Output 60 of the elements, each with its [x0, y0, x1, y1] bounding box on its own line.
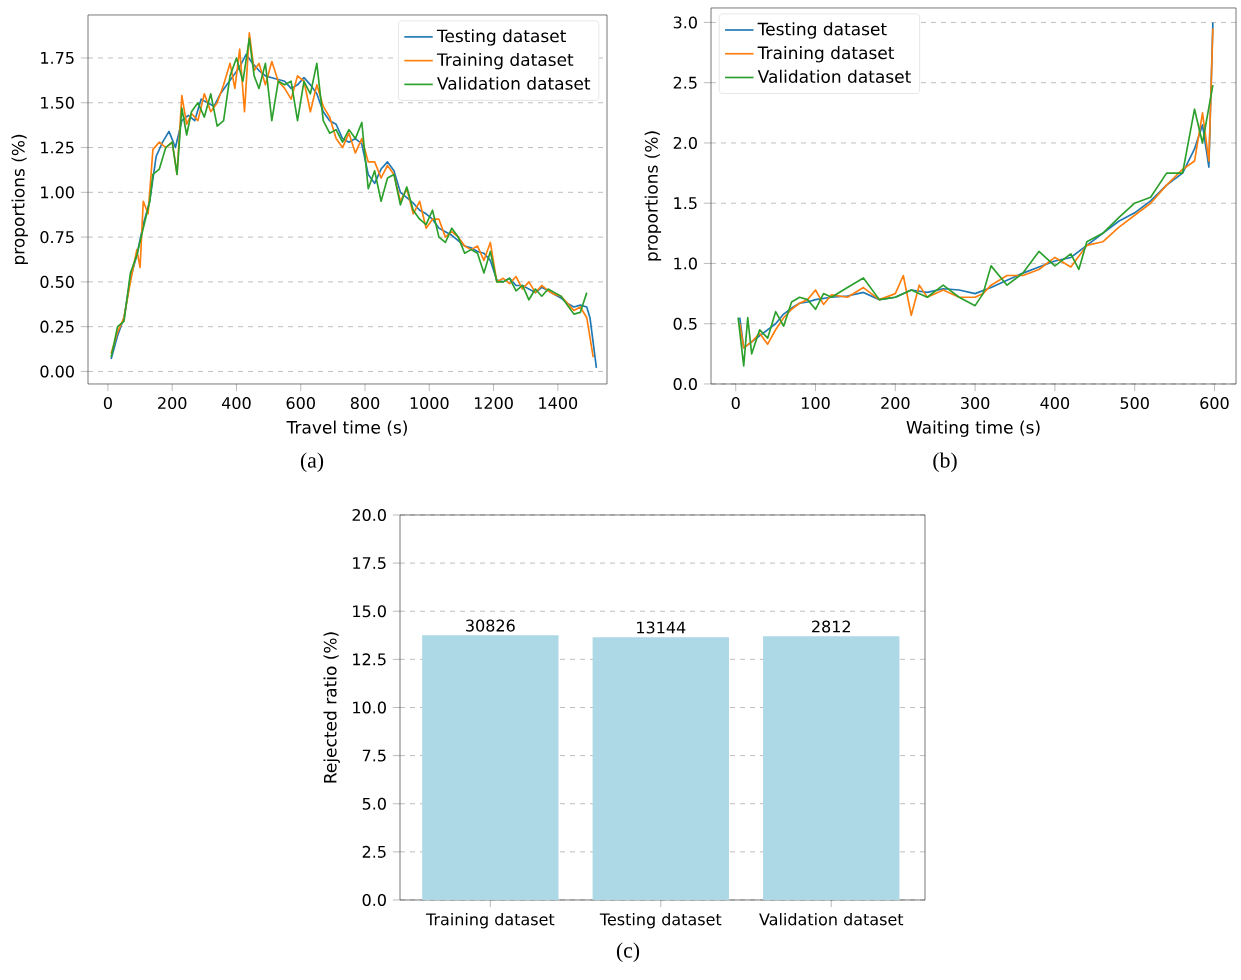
x-tick-label: 400: [221, 396, 251, 410]
y-tick-label: 0.25: [40, 320, 74, 333]
y-tick-label: 20.0: [352, 508, 386, 522]
y-tick-label: 0.75: [40, 231, 74, 244]
x-tick-label: 300: [961, 396, 990, 410]
text: (c): [616, 942, 640, 963]
x-tick-label: 100: [802, 396, 830, 410]
annotation: 13144: [637, 621, 686, 634]
y-tick-label: 1.00: [41, 186, 74, 199]
x-tick-label: 600: [1200, 396, 1229, 410]
x-tick-label: Testing dataset: [599, 912, 722, 929]
y-tick-label: 10.0: [353, 701, 386, 714]
legend-label: Validation dataset: [437, 76, 591, 90]
y-tick-label: 3.0: [673, 16, 697, 29]
y-tick-label: 1.25: [41, 141, 74, 154]
text: (b): [933, 452, 957, 473]
y-tick-label: 1.50: [41, 96, 74, 109]
y-tick-label: 2.5: [673, 76, 697, 89]
legend-label: Training dataset: [436, 52, 574, 70]
y-tick-label: 1.0: [674, 257, 697, 270]
x-tick-label: 400: [1040, 396, 1070, 410]
y-tick-label: 1.5: [674, 197, 697, 210]
x-tick-label: 1200: [474, 396, 513, 410]
y-tick-label: 0.50: [40, 275, 74, 288]
x-tick-label: Training dataset: [425, 912, 555, 929]
y-tick-label: 17.5: [353, 557, 386, 570]
y-tick-label: 0.0: [673, 377, 697, 391]
line-series: [737, 84, 1214, 367]
y-axis-title: proportions (%): [11, 134, 28, 265]
y-tick-label: 15.0: [353, 605, 386, 618]
annotation: 30826: [466, 619, 515, 632]
x-tick-label: 200: [881, 396, 910, 410]
y-tick-label: 7.5: [362, 749, 386, 762]
y-axis-title: proportions (%): [644, 131, 662, 261]
x-tick-label: 600: [286, 396, 315, 410]
y-tick-label: 5.0: [362, 797, 386, 810]
y-tick-label: 12.5: [353, 653, 386, 666]
y-tick-label: 0.5: [673, 317, 697, 330]
x-tick-label: 0: [103, 396, 112, 410]
y-tick-label: 1.75: [41, 52, 74, 64]
y-axis-title: Rejected ratio (%): [323, 632, 340, 783]
legend-label: Testing dataset: [436, 29, 566, 46]
x-tick-label: Validation dataset: [759, 912, 904, 926]
y-tick-label: 2.5: [362, 845, 386, 858]
annotation: 2812: [812, 620, 850, 633]
x-tick-label: 0: [731, 396, 740, 410]
y-tick-label: 0.0: [362, 893, 386, 907]
y-tick-label: 0.00: [40, 365, 74, 378]
y-tick-label: 2.0: [673, 136, 697, 150]
x-tick-label: 800: [350, 396, 380, 410]
legend-label: Testing dataset: [757, 22, 887, 39]
legend-label: Training dataset: [757, 46, 895, 63]
text: (a): [300, 452, 324, 473]
x-tick-label: 200: [158, 396, 187, 410]
x-tick-label: 1000: [410, 396, 449, 410]
x-tick-label: 1400: [539, 396, 578, 410]
x-axis-title: Waiting time (s): [906, 420, 1040, 437]
legend-label: Validation dataset: [757, 69, 911, 83]
x-axis-title: Travel time (s): [286, 420, 407, 436]
x-tick-label: 500: [1120, 396, 1149, 410]
